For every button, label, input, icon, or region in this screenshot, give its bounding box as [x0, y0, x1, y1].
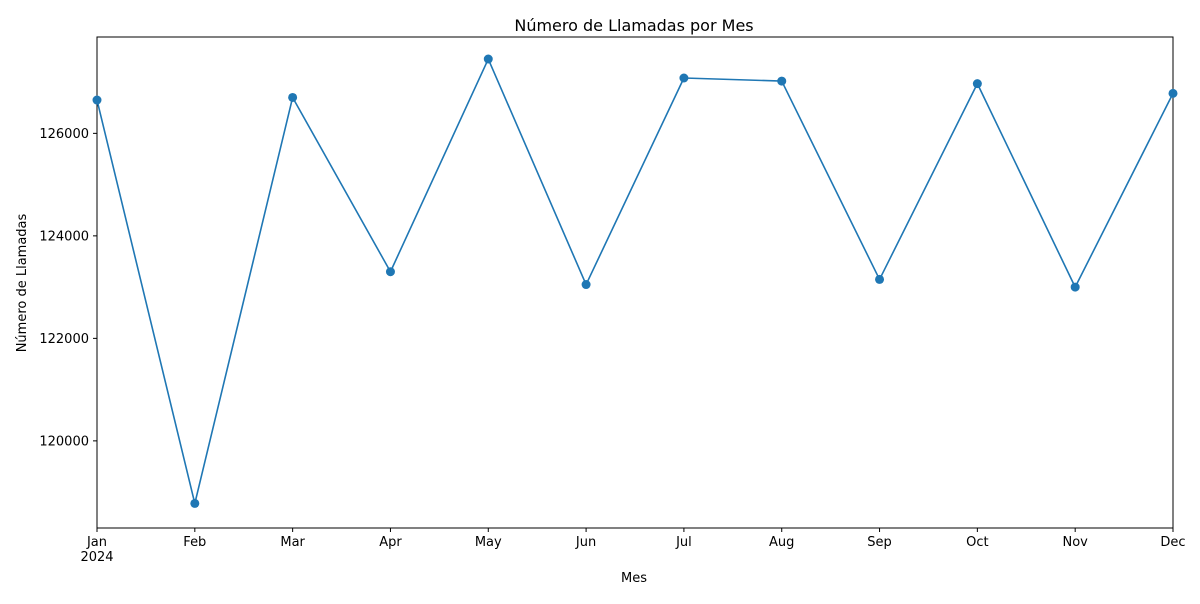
- data-point: [190, 498, 200, 508]
- x-tick-label: Dec: [1160, 535, 1185, 550]
- data-point: [92, 95, 102, 105]
- x-tick-label: May: [475, 535, 502, 550]
- x-tick-label: Mar: [280, 535, 305, 550]
- data-point: [581, 280, 591, 290]
- series-line: [96, 58, 1174, 505]
- y-tick-label: 122000: [39, 332, 89, 347]
- y-tick-label: 120000: [39, 434, 89, 449]
- x-tick-label: Apr: [379, 535, 402, 550]
- data-point: [972, 79, 982, 89]
- data-point: [483, 54, 493, 64]
- y-tick-label: 126000: [39, 127, 89, 142]
- chart-title: Número de Llamadas por Mes: [514, 16, 753, 35]
- x-tick-label: Nov: [1062, 535, 1088, 550]
- data-point: [1070, 282, 1080, 292]
- data-point: [288, 92, 298, 102]
- x-tick-year-label: 2024: [80, 550, 113, 565]
- plot-frame: [96, 36, 1174, 529]
- x-tick-label: Jun: [575, 535, 596, 550]
- data-point: [1168, 88, 1178, 98]
- x-tick-label: Aug: [769, 535, 794, 550]
- x-tick-label: Sep: [867, 535, 892, 550]
- x-tick-label: Jul: [675, 535, 692, 550]
- data-point: [875, 274, 885, 284]
- data-point: [679, 73, 689, 83]
- x-axis-label: Mes: [621, 571, 647, 586]
- x-tick-label: Jan: [86, 535, 107, 550]
- y-tick-label: 124000: [39, 229, 89, 244]
- y-axis-label: Número de Llamadas: [15, 213, 30, 352]
- data-point: [777, 76, 787, 86]
- plot-area: Jan Feb Mar Apr May Jun Jul Aug Sep Oct Nov Dec 2024…: [39, 36, 1186, 565]
- x-tick-label: Feb: [183, 535, 206, 550]
- data-point: [385, 267, 395, 277]
- x-tick-label: Oct: [966, 535, 988, 550]
